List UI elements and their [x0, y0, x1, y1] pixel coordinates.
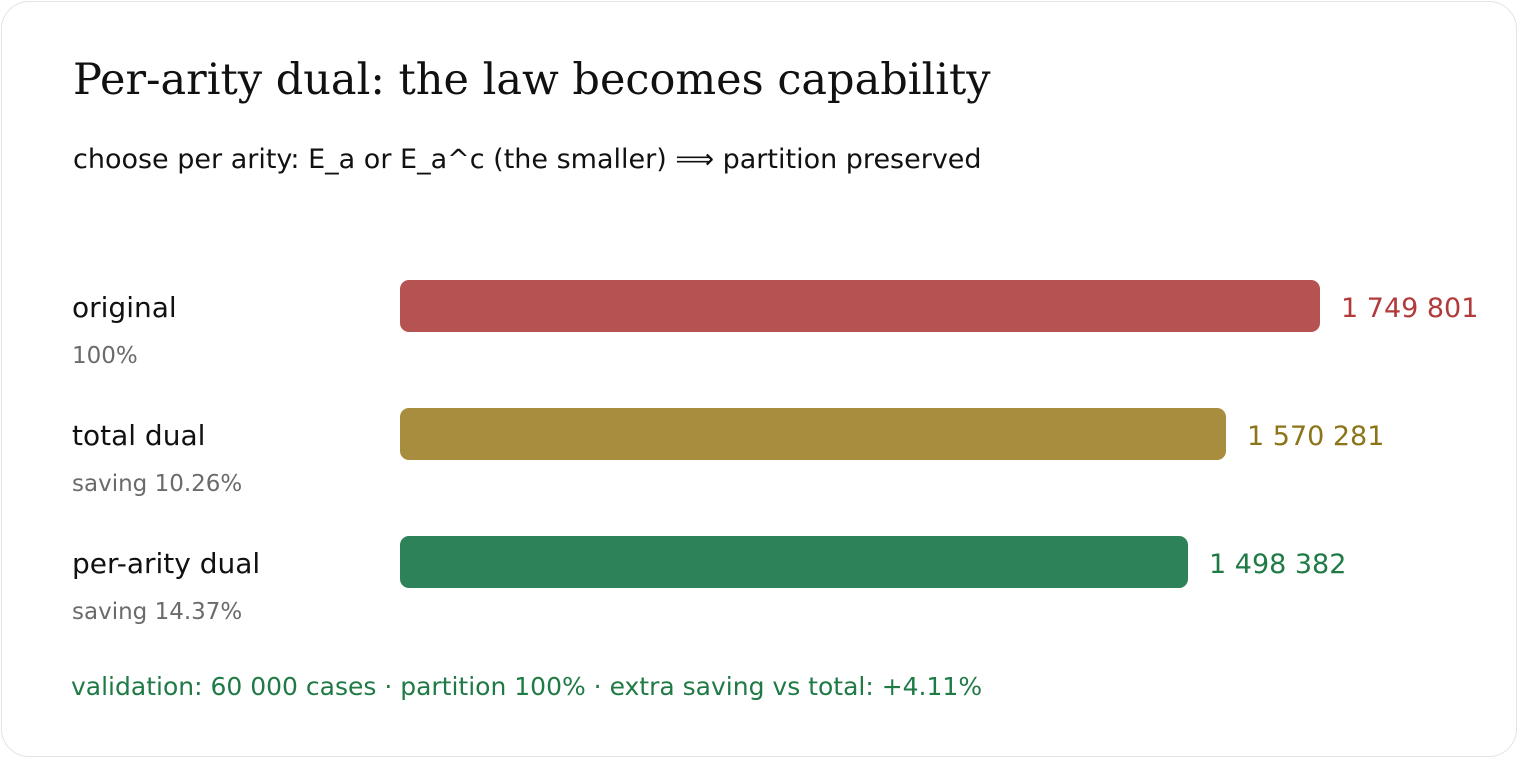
value-label: 1 570 281 — [1247, 421, 1384, 452]
category-label: original — [72, 291, 177, 324]
category-sublabel: saving 14.37% — [72, 599, 242, 625]
chart-subtitle: choose per arity: E_a or E_a^c (the smal… — [73, 144, 982, 175]
category-sublabel: 100% — [72, 343, 138, 369]
value-label: 1 749 801 — [1341, 293, 1478, 324]
value-label: 1 498 382 — [1209, 549, 1346, 580]
category-label: per-arity dual — [72, 547, 260, 580]
validation-summary: validation: 60 000 cases · partition 100… — [71, 672, 983, 701]
category-label: total dual — [72, 419, 205, 452]
chart-title: Per-arity dual: the law becomes capabili… — [73, 55, 991, 105]
category-sublabel: saving 10.26% — [72, 471, 242, 497]
bar — [400, 280, 1320, 332]
bar — [400, 536, 1188, 588]
bar — [400, 408, 1226, 460]
